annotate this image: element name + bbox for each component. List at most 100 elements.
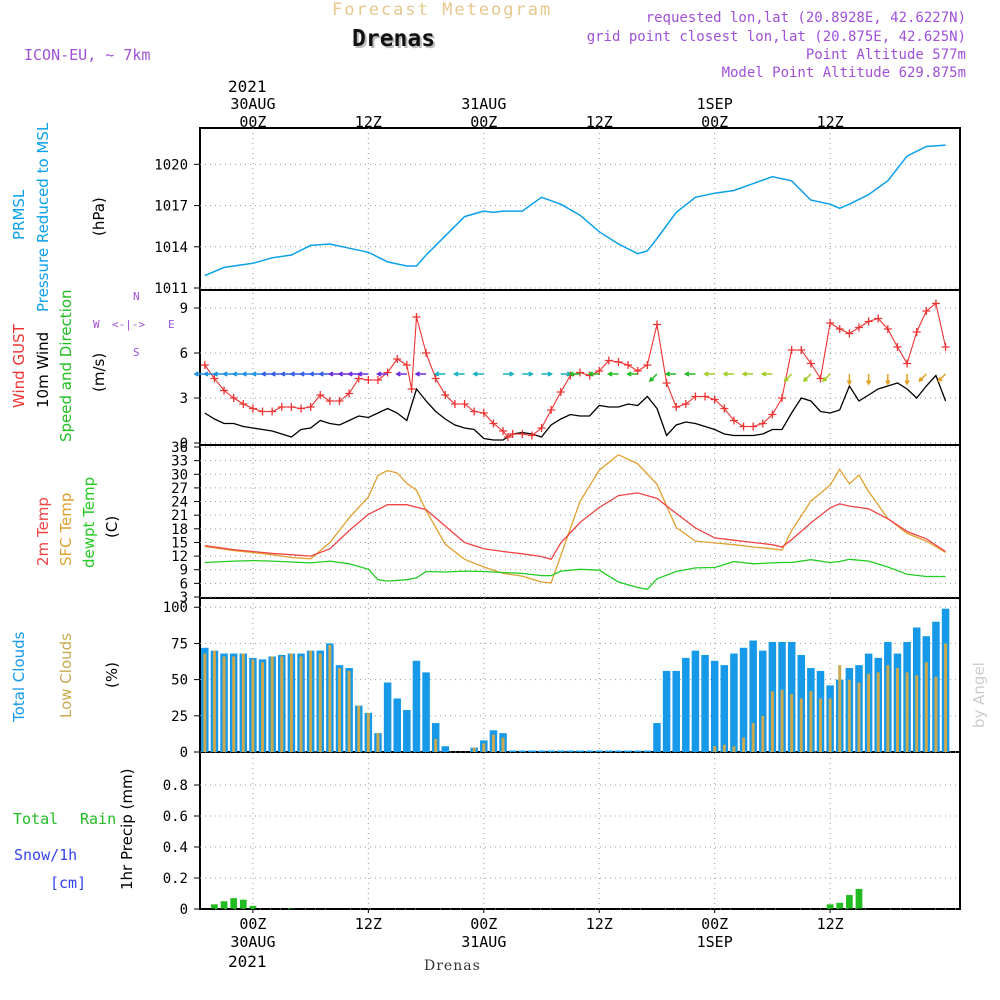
top-date-label: 30AUG: [230, 95, 275, 113]
wind-gust-line: [204, 302, 947, 438]
y-tick-label: 27: [171, 481, 188, 497]
total-cloud-bar: [528, 750, 536, 752]
low-cloud-bar: [212, 650, 216, 752]
y-tick-label: 3: [180, 590, 188, 606]
bottom-hour-label: 00Z: [239, 915, 266, 933]
wind-10m-line: [204, 374, 947, 441]
wind-direction-arrowhead: [212, 371, 218, 377]
total-cloud-bar: [566, 750, 575, 752]
wind-unit: (m/s): [90, 352, 108, 392]
wind-gust-marker: [797, 346, 806, 354]
low-cloud-bar: [790, 694, 794, 752]
pressure-unit: (hPa): [90, 197, 108, 236]
wind-gust-marker: [806, 359, 815, 368]
total-cloud-bar: [585, 750, 594, 752]
wind-gust-marker: [200, 361, 209, 369]
bottom-hour-label: 12Z: [817, 915, 844, 933]
wind-gust-marker: [681, 400, 690, 408]
wind-direction-arrowhead: [846, 380, 852, 386]
temp-dew-label: dewpt Temp: [80, 476, 98, 568]
top-year-label: 2021: [228, 77, 267, 96]
wind-gust-marker: [576, 368, 584, 377]
bottom-date-label: 1SEP: [697, 933, 733, 951]
wind-gust-marker: [893, 343, 902, 351]
wind-direction-arrowhead: [250, 371, 257, 377]
wind-direction-arrow: [918, 373, 927, 382]
precip-rain-label: Rain: [80, 810, 117, 828]
total-cloud-bar: [720, 665, 729, 752]
wind-direction-arrowhead: [918, 376, 924, 383]
wind-gust-marker: [903, 359, 912, 368]
low-cloud-bar: [289, 653, 293, 752]
wind-direction-arrowhead: [241, 371, 247, 377]
wind-gust-marker: [874, 314, 883, 323]
low-cloud-bar: [857, 682, 861, 752]
wind-gust-marker: [518, 430, 527, 438]
rain-bar: [220, 901, 228, 909]
rain-bar: [836, 902, 844, 909]
wind-gust-marker: [393, 355, 402, 363]
top-hour-label: 00Z: [701, 113, 728, 131]
axis-labels: 30AUG00Z00Z30AUG12Z12Z31AUG00Z00Z31AUG12…: [154, 95, 843, 951]
total-cloud-bar: [624, 750, 632, 752]
low-cloud-bar: [934, 676, 938, 752]
low-cloud-bar: [309, 650, 313, 752]
y-tick-label: 9: [180, 301, 188, 317]
low-cloud-bar: [222, 656, 226, 752]
total-cloud-bar: [518, 750, 527, 752]
grid-point-coords: grid point closest lon,lat (20.875E, 42.…: [586, 29, 966, 45]
total-cloud-bar: [701, 655, 709, 752]
wind-gust-marker: [354, 374, 363, 383]
wind-gust-marker: [229, 394, 238, 402]
wind-gust-marker: [883, 325, 892, 333]
total-cloud-bar: [633, 750, 642, 752]
wind-direction-arrowhead: [356, 371, 363, 377]
wind-direction-arrowhead: [587, 371, 594, 377]
low-cloud-bar: [819, 698, 823, 752]
y-tick-label: 30: [171, 467, 188, 483]
top-date-label: 1SEP: [697, 95, 733, 113]
wind-direction-arrowhead: [260, 371, 267, 377]
precip-cm-label: [cm]: [50, 874, 87, 892]
low-cloud-bar: [876, 672, 880, 752]
bottom-hour-label: 00Z: [470, 915, 497, 933]
total-cloud-bar: [682, 657, 690, 752]
clouds-unit: (%): [103, 662, 121, 688]
low-cloud-bar: [799, 698, 803, 752]
wind-direction-arrow: [803, 373, 812, 382]
total-cloud-bar: [730, 653, 738, 752]
rain-bar: [239, 899, 247, 909]
product-title: Forecast Meteogram: [332, 0, 553, 20]
total-cloud-bar: [412, 660, 421, 752]
wind-gust-marker: [662, 379, 671, 387]
low-cloud-bar: [434, 738, 438, 752]
y-tick-label: 1020: [154, 157, 188, 173]
total-cloud-bar: [537, 750, 546, 752]
low-cloud-bar: [770, 691, 774, 752]
wind-gust-marker: [537, 424, 546, 432]
wind-direction-arrowhead: [472, 371, 478, 377]
total-cloud-bar: [508, 750, 517, 752]
model-altitude: Model Point Altitude 629.875m: [721, 65, 966, 81]
low-cloud-bar: [722, 744, 726, 752]
precip-unit: 1hr Precip (mm): [118, 768, 136, 890]
low-cloud-bar: [318, 653, 322, 752]
compass-e-label: E: [168, 318, 175, 331]
temp-sfc-label: SFC Temp: [57, 492, 75, 566]
wind-gust-marker: [845, 329, 854, 338]
wind-direction-arrowhead: [885, 380, 891, 386]
y-tick-label: 1017: [154, 199, 188, 215]
y-tick-label: 75: [171, 636, 188, 652]
wind-gust-marker: [479, 409, 488, 417]
wind-gust-marker: [643, 361, 652, 369]
wind-gust-marker: [691, 392, 700, 401]
wind-direction-arrowhead: [741, 371, 748, 377]
low-cloud-bar: [905, 672, 909, 752]
wind-gust-marker: [373, 376, 382, 384]
pressure-label-msl: Pressure Reduced to MSL: [34, 122, 52, 312]
model-label: ICON-EU, ~ 7km: [24, 46, 151, 64]
wind-gust-marker: [287, 403, 296, 411]
wind-direction-arrowhead: [222, 371, 228, 377]
top-hour-label: 12Z: [355, 113, 382, 131]
